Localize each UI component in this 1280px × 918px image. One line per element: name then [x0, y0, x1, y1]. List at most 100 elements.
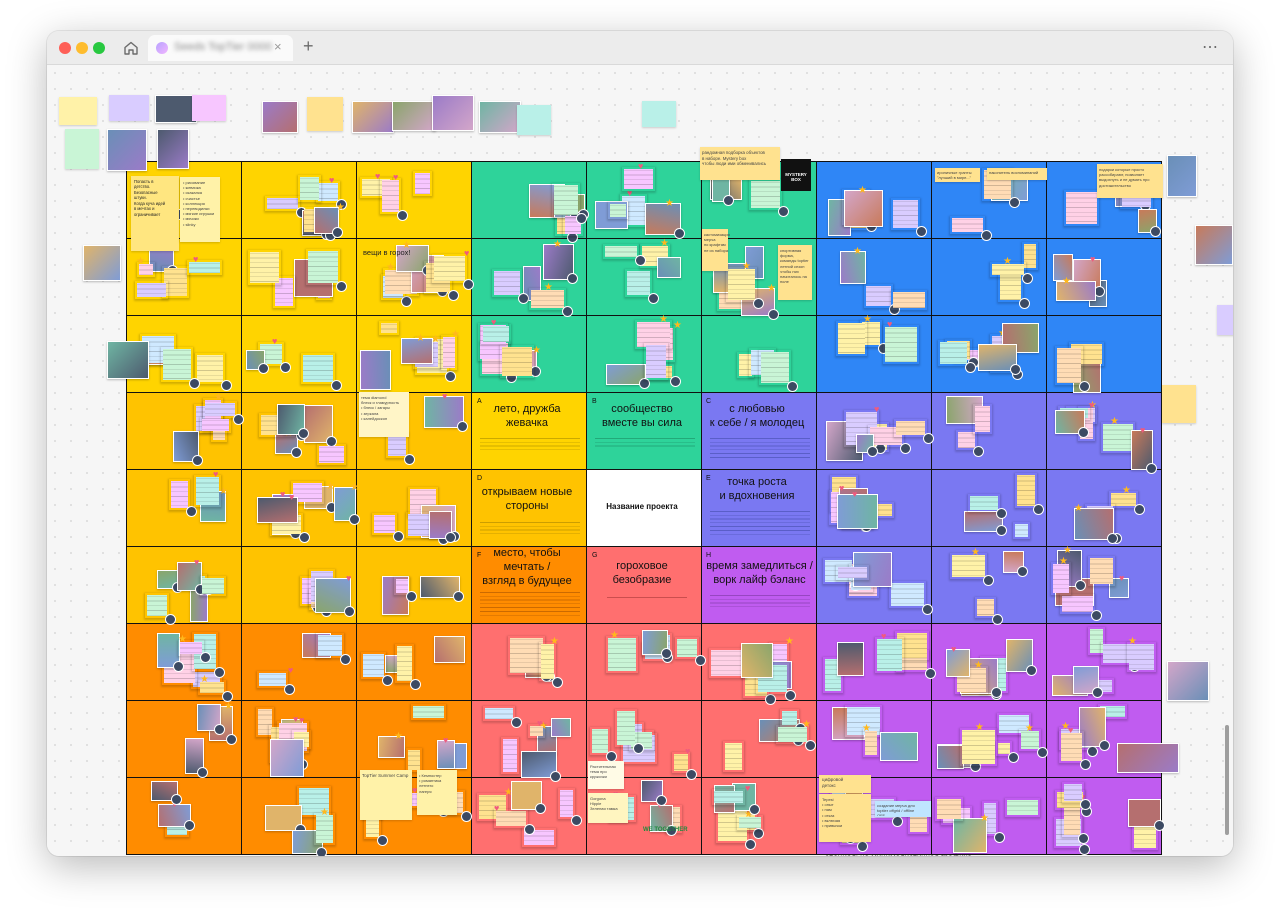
- avatar[interactable]: [745, 839, 756, 850]
- sticky-note[interactable]: [1058, 730, 1085, 764]
- plus-icon[interactable]: +: [303, 36, 314, 56]
- sticky-note[interactable]: [315, 632, 345, 659]
- avatar[interactable]: [331, 380, 342, 391]
- note-plants[interactable]: [588, 761, 624, 789]
- sticky-note[interactable]: [643, 342, 669, 381]
- avatar[interactable]: [567, 273, 578, 284]
- sticky-note[interactable]: [410, 703, 447, 721]
- sticky-note[interactable]: [144, 592, 170, 619]
- sticky-note[interactable]: [385, 431, 409, 459]
- star-reaction-icon[interactable]: ★: [451, 329, 460, 340]
- board-photo[interactable]: [1167, 661, 1209, 701]
- sticky-note[interactable]: [256, 670, 289, 689]
- theme-e-title[interactable]: точка роста и вдохновения: [719, 476, 795, 502]
- board-photo[interactable]: [479, 101, 521, 133]
- sticky-note[interactable]: [499, 344, 535, 379]
- star-reaction-icon[interactable]: ★: [1025, 723, 1034, 734]
- heart-reaction-icon[interactable]: ♥: [464, 248, 470, 258]
- vertical-scrollbar[interactable]: [1225, 725, 1229, 835]
- sticky-note[interactable]: [775, 724, 810, 745]
- board-photo[interactable]: [334, 487, 356, 521]
- avatar[interactable]: [461, 811, 472, 822]
- avatar[interactable]: [981, 230, 992, 241]
- sticky-note[interactable]: [949, 215, 986, 235]
- sticky-note[interactable]: [605, 635, 639, 674]
- sticky-note[interactable]: [934, 796, 964, 822]
- avatar[interactable]: [639, 378, 650, 389]
- star-reaction-icon[interactable]: ★: [550, 636, 559, 647]
- sticky-note[interactable]: [194, 352, 226, 385]
- sticky-note[interactable]: [557, 787, 576, 820]
- sticky-note[interactable]: [109, 95, 149, 121]
- star-reaction-icon[interactable]: ★: [665, 198, 674, 209]
- sticky-note[interactable]: [202, 400, 238, 419]
- minimal-graphics-note[interactable]: специально минималистичная графика: [825, 853, 972, 856]
- avatar[interactable]: [753, 828, 764, 839]
- sticky-note[interactable]: [379, 177, 402, 215]
- note-diamond[interactable]: [359, 392, 409, 437]
- close-window-button[interactable]: [59, 42, 71, 54]
- star-reaction-icon[interactable]: ★: [1062, 276, 1071, 287]
- board-photo[interactable]: [1117, 743, 1179, 773]
- avatar[interactable]: [511, 717, 522, 728]
- center-title[interactable]: Название проекта: [606, 502, 678, 511]
- browser-tab[interactable]: Seeds TopTier 0000 ×: [148, 35, 293, 61]
- avatar[interactable]: [571, 815, 582, 826]
- avatar[interactable]: [1099, 740, 1110, 751]
- sticky-note[interactable]: [307, 97, 343, 131]
- avatar[interactable]: [1010, 364, 1021, 375]
- avatar[interactable]: [397, 210, 408, 221]
- star-reaction-icon[interactable]: ★: [802, 719, 811, 730]
- sticky-note[interactable]: [711, 788, 746, 806]
- avatar[interactable]: [805, 740, 816, 751]
- star-reaction-icon[interactable]: ★: [394, 731, 403, 742]
- board-photo[interactable]: [429, 511, 452, 539]
- avatar[interactable]: [1080, 799, 1091, 810]
- note-gorgon[interactable]: [588, 793, 628, 823]
- sticky-note[interactable]: [967, 493, 1001, 513]
- sticky-note[interactable]: [297, 174, 322, 203]
- star-reaction-icon[interactable]: ★: [431, 334, 440, 345]
- board-photo[interactable]: [157, 129, 189, 169]
- board-cell[interactable]: [586, 392, 702, 470]
- board-photo[interactable]: [1055, 410, 1085, 434]
- board-photo[interactable]: [360, 350, 391, 390]
- board-cell[interactable]: [701, 546, 817, 624]
- sticky-note[interactable]: [1162, 385, 1196, 423]
- avatar[interactable]: [377, 835, 388, 846]
- theme-d-title[interactable]: открываем новые стороны: [481, 486, 573, 512]
- board-photo[interactable]: [1002, 323, 1039, 353]
- avatar[interactable]: [1037, 747, 1048, 758]
- star-reaction-icon[interactable]: ★: [974, 660, 983, 671]
- avatar[interactable]: [336, 281, 347, 292]
- avatar[interactable]: [453, 591, 464, 602]
- avatar[interactable]: [298, 428, 309, 439]
- avatar[interactable]: [214, 724, 225, 735]
- avatar[interactable]: [518, 293, 529, 304]
- board-photo[interactable]: [1109, 578, 1129, 598]
- sticky-note[interactable]: [989, 261, 1027, 278]
- star-reaction-icon[interactable]: ★: [326, 481, 335, 492]
- board-cell[interactable]: [586, 546, 702, 624]
- sticky-note[interactable]: [371, 512, 398, 536]
- board-photo[interactable]: [1167, 155, 1197, 197]
- star-reaction-icon[interactable]: ★: [785, 636, 794, 647]
- note-childhood[interactable]: [131, 176, 179, 251]
- board-photo[interactable]: [1131, 430, 1153, 470]
- avatar[interactable]: [173, 661, 184, 672]
- star-reaction-icon[interactable]: ★: [767, 283, 776, 294]
- star-reaction-icon[interactable]: ★: [673, 320, 682, 331]
- sticky-note[interactable]: [890, 197, 921, 231]
- sticky-note[interactable]: [1087, 555, 1116, 587]
- heart-reaction-icon[interactable]: ♥: [881, 631, 887, 641]
- star-reaction-icon[interactable]: ★: [532, 345, 541, 356]
- sticky-note[interactable]: [589, 726, 611, 756]
- avatar[interactable]: [765, 694, 776, 705]
- star-reaction-icon[interactable]: ★: [975, 722, 984, 733]
- heart-reaction-icon[interactable]: ♥: [213, 469, 219, 479]
- zoom-window-button[interactable]: [93, 42, 105, 54]
- star-reaction-icon[interactable]: ★: [386, 262, 395, 273]
- sticky-note[interactable]: [894, 630, 930, 661]
- sticky-note[interactable]: [160, 346, 194, 383]
- sticky-note[interactable]: [1217, 305, 1233, 335]
